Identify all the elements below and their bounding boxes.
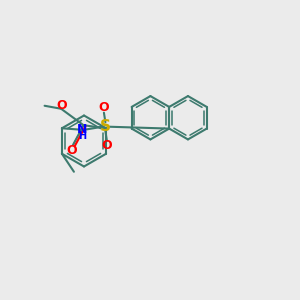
Text: O: O bbox=[66, 144, 77, 157]
Text: O: O bbox=[102, 140, 112, 152]
Text: S: S bbox=[100, 119, 111, 134]
Text: O: O bbox=[56, 99, 67, 112]
Text: O: O bbox=[99, 101, 109, 114]
Text: N: N bbox=[77, 123, 87, 136]
Text: H: H bbox=[78, 131, 86, 141]
